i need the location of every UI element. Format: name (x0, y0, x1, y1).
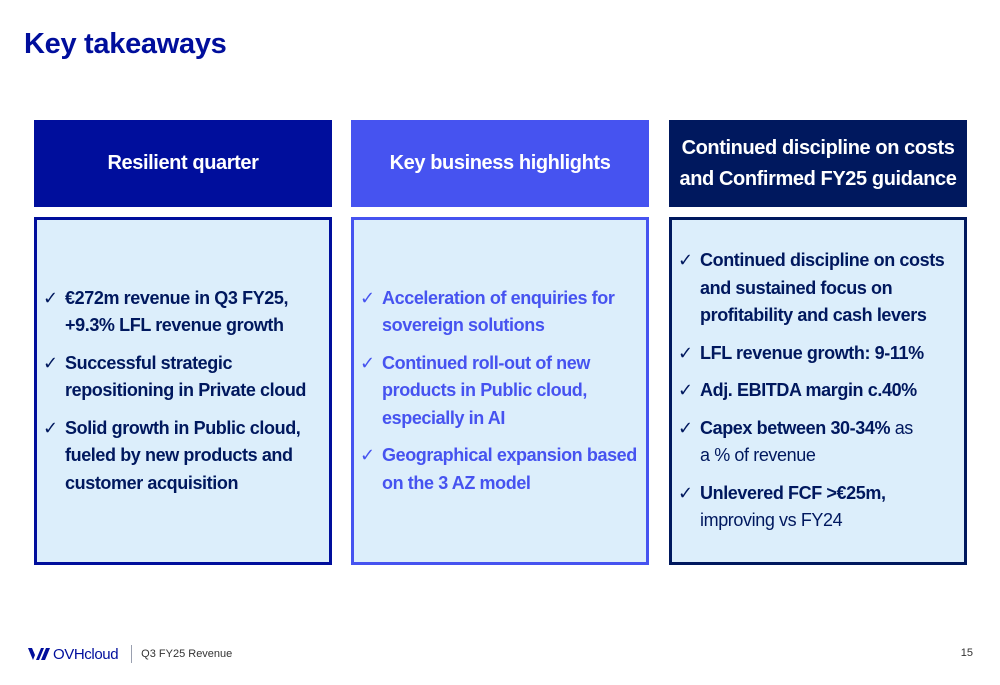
checkmark-icon: ✓ (678, 250, 693, 271)
column-body: ✓ Acceleration of enquiries for sovereig… (351, 217, 649, 565)
bullet-line: LFL revenue growth: 9-11% (700, 342, 924, 363)
checkmark-icon: ✓ (43, 352, 58, 373)
bullet-item: ✓ Unlevered FCF >€25m, improving vs FY24 (678, 480, 956, 535)
bullet-line: especially in AI (382, 407, 505, 428)
checkmark-icon: ✓ (678, 342, 693, 363)
bullet-item: ✓ Continued discipline on costs and sust… (678, 247, 956, 330)
bullet-normal-text: as (890, 417, 914, 438)
bullet-line: €272m revenue in Q3 FY25, (65, 287, 289, 308)
bullet-line: Continued roll-out of new (382, 352, 590, 373)
bullet-item: ✓ Adj. EBITDA margin c.40% (678, 377, 956, 405)
bullet-line: fueled by new products and (65, 445, 293, 466)
footer: OVHcloud Q3 FY25 Revenue (28, 644, 232, 664)
checkmark-icon: ✓ (360, 287, 375, 308)
checkmark-icon: ✓ (678, 482, 693, 503)
heading-line: Continued discipline on costs (681, 136, 955, 159)
bullet-line: on the 3 AZ model (382, 472, 531, 493)
column-key-business-highlights: Key business highlights ✓ Acceleration o… (351, 120, 649, 565)
footer-caption: Q3 FY25 Revenue (141, 648, 233, 660)
bullet-line: a % of revenue (700, 445, 816, 466)
bullet-line: customer acquisition (65, 472, 239, 493)
column-body: ✓ Continued discipline on costs and sust… (669, 217, 967, 565)
column-guidance: Continued discipline on costs and Confir… (669, 120, 967, 565)
bullet-line: Adj. EBITDA margin c.40% (700, 380, 917, 401)
bullet-line: +9.3% LFL revenue growth (65, 315, 284, 336)
ovhcloud-logo-icon (28, 648, 50, 660)
checkmark-icon: ✓ (360, 352, 375, 373)
checkmark-icon: ✓ (678, 380, 693, 401)
bullet-line: Continued discipline on costs (700, 250, 945, 271)
bullet-bold-text: Capex between 30-34% (700, 417, 891, 438)
column-body: ✓ €272m revenue in Q3 FY25, +9.3% LFL re… (34, 217, 332, 565)
heading-line: Key business highlights (389, 152, 611, 174)
bullet-line: improving vs FY24 (700, 510, 843, 531)
bullet-item: ✓ Acceleration of enquiries for sovereig… (360, 285, 638, 340)
column-resilient-quarter: Resilient quarter ✓ €272m revenue in Q3 … (34, 120, 332, 565)
heading-line: and Confirmed FY25 guidance (679, 167, 957, 190)
bullet-item: ✓ Continued roll-out of new products in … (360, 350, 638, 433)
page-title: Key takeaways (24, 28, 227, 60)
bullet-item: ✓ Geographical expansion based on the 3 … (360, 442, 638, 497)
page-number: 15 (960, 647, 973, 659)
checkmark-icon: ✓ (43, 417, 58, 438)
bullet-line: Solid growth in Public cloud, (65, 417, 301, 438)
bullet-line: Successful strategic (65, 352, 233, 373)
heading-line: Resilient quarter (107, 152, 259, 174)
footer-divider (131, 645, 133, 663)
bullet-line: Capex between 30-34% as (700, 415, 913, 443)
bullet-item: ✓ €272m revenue in Q3 FY25, +9.3% LFL re… (43, 285, 321, 340)
bullet-line: Unlevered FCF >€25m, (700, 482, 886, 503)
bullet-line: sovereign solutions (382, 315, 545, 336)
bullet-line: repositioning in Private cloud (65, 380, 307, 401)
bullet-line: profitability and cash levers (700, 305, 927, 326)
ovhcloud-logo: OVHcloud (28, 645, 119, 663)
checkmark-icon: ✓ (678, 417, 693, 438)
bullet-line: products in Public cloud, (382, 380, 588, 401)
column-heading: Key business highlights (351, 120, 649, 207)
bullet-item: ✓ Successful strategic repositioning in … (43, 350, 321, 405)
column-heading: Continued discipline on costs and Confir… (669, 120, 967, 207)
bullet-item: ✓ Solid growth in Public cloud, fueled b… (43, 415, 321, 498)
logo-text: OVHcloud (53, 645, 119, 663)
bullet-line: and sustained focus on (700, 277, 893, 298)
bullet-item: ✓ Capex between 30-34% as a % of revenue (678, 415, 956, 470)
checkmark-icon: ✓ (360, 445, 375, 466)
bullet-item: ✓ LFL revenue growth: 9-11% (678, 340, 956, 368)
bullet-line: Acceleration of enquiries for (382, 287, 615, 308)
column-heading: Resilient quarter (34, 120, 332, 207)
checkmark-icon: ✓ (43, 287, 58, 308)
bullet-line: Geographical expansion based (382, 445, 637, 466)
